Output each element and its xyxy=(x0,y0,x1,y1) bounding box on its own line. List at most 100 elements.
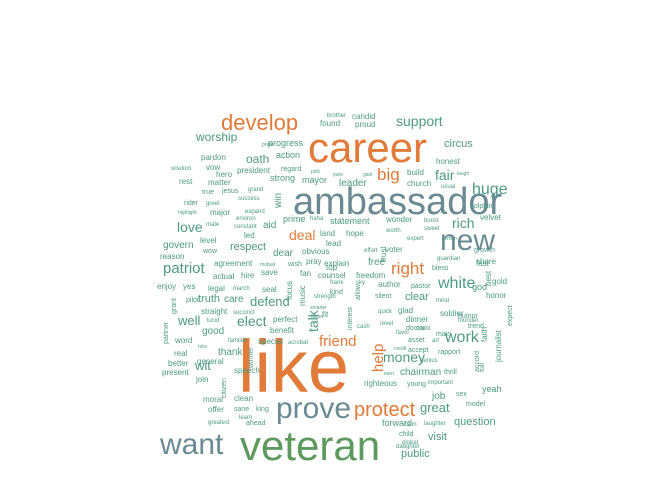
cloud-word: white xyxy=(437,275,475,292)
cloud-word: money xyxy=(383,349,425,365)
cloud-word: elect xyxy=(237,313,267,329)
cloud-word: calm xyxy=(404,422,417,428)
cloud-word: prime xyxy=(283,214,306,224)
cloud-word: want xyxy=(159,428,224,461)
cloud-word: acrobat xyxy=(288,340,308,346)
cloud-word: cash xyxy=(357,324,370,330)
cloud-word: journalist xyxy=(494,329,503,363)
cloud-word: love xyxy=(177,219,203,235)
cloud-word: young xyxy=(407,381,426,388)
cloud-word: accord xyxy=(474,351,481,372)
cloud-word: counsel xyxy=(318,271,346,280)
cloud-word: expert xyxy=(407,236,424,242)
cloud-word: main xyxy=(436,331,451,338)
cloud-word: pilot xyxy=(186,297,199,304)
cloud-word: free xyxy=(368,257,386,268)
cloud-word: asset xyxy=(408,337,425,344)
cloud-word: share xyxy=(476,257,497,266)
cloud-word: regard xyxy=(281,166,301,173)
cloud-word: led xyxy=(244,231,255,240)
cloud-word: success xyxy=(238,196,260,202)
cloud-word: earn xyxy=(384,371,394,377)
cloud-word: agreement xyxy=(214,259,253,268)
cloud-word: bless xyxy=(432,265,449,272)
cloud-word: like xyxy=(238,325,349,408)
cloud-word: environ xyxy=(236,216,256,222)
cloud-word: prefer xyxy=(262,142,275,148)
cloud-word: lucid xyxy=(207,318,219,324)
cloud-word: straight xyxy=(201,307,228,316)
cloud-word: present xyxy=(162,368,189,377)
cloud-word: moral xyxy=(203,395,223,404)
cloud-word: offer xyxy=(208,405,224,414)
cloud-word: mayor xyxy=(302,175,327,185)
cloud-word: wit xyxy=(194,358,211,373)
cloud-word: partner xyxy=(163,321,170,344)
cloud-word: respect xyxy=(230,241,266,253)
cloud-word: vow xyxy=(206,163,220,172)
cloud-word: founder xyxy=(458,318,478,324)
cloud-word: great xyxy=(420,400,450,415)
cloud-word: strong xyxy=(270,173,295,183)
cloud-word: doctor xyxy=(406,325,426,332)
cloud-word: truth xyxy=(198,293,220,305)
cloud-word: statement xyxy=(330,216,370,226)
cloud-word: march xyxy=(233,286,250,292)
cloud-word: rich xyxy=(452,215,475,231)
cloud-word: president xyxy=(237,166,271,175)
cloud-word: art xyxy=(432,338,439,344)
cloud-word: yeah xyxy=(482,384,502,394)
cloud-word: constant xyxy=(234,224,257,230)
cloud-word: govern xyxy=(163,240,194,251)
cloud-word: global xyxy=(402,440,418,446)
cloud-word: job xyxy=(431,391,446,402)
cloud-word: forward xyxy=(382,418,412,428)
cloud-word: righteous xyxy=(364,379,397,388)
cloud-word: trend xyxy=(468,323,484,330)
cloud-word: talk xyxy=(305,309,321,332)
cloud-word: prove xyxy=(276,392,351,425)
cloud-word: aid xyxy=(263,220,276,231)
cloud-word: well xyxy=(177,313,201,328)
cloud-word: child xyxy=(399,431,414,438)
cloud-word: soldier xyxy=(440,309,464,318)
cloud-word: right xyxy=(391,259,424,278)
cloud-word: laughter xyxy=(424,421,446,427)
cloud-word: reason xyxy=(160,252,184,261)
cloud-word: fit xyxy=(322,310,329,319)
cloud-word: jesus xyxy=(221,188,239,195)
cloud-word: voter xyxy=(385,245,403,254)
cloud-word: revel xyxy=(380,321,393,327)
cloud-word: accept xyxy=(408,347,429,354)
cloud-word: general xyxy=(197,357,224,366)
cloud-word: big xyxy=(377,165,400,184)
cloud-word: rider xyxy=(184,200,199,207)
cloud-word: highlight xyxy=(178,210,197,216)
cloud-word: obvious xyxy=(302,247,330,256)
cloud-word: sane xyxy=(234,406,249,413)
cloud-word: sex xyxy=(456,391,467,398)
cloud-word: oath xyxy=(246,152,269,166)
cloud-word: lead xyxy=(326,239,341,248)
cloud-word: actual xyxy=(213,272,235,281)
cloud-word: count xyxy=(416,326,431,332)
cloud-word: genius xyxy=(420,358,438,364)
cloud-word: real xyxy=(174,349,188,358)
cloud-word: pray xyxy=(306,257,322,266)
cloud-word: pick xyxy=(311,169,320,175)
cloud-word: perfect xyxy=(273,315,298,324)
cloud-word: true xyxy=(202,189,214,196)
cloud-word: honor xyxy=(486,291,507,300)
cloud-word: work xyxy=(444,329,480,346)
cloud-word: church xyxy=(407,179,431,188)
cloud-word: faster xyxy=(311,314,324,320)
cloud-word: author xyxy=(378,280,401,289)
cloud-word: special xyxy=(258,337,283,346)
cloud-word: fair xyxy=(435,167,455,183)
cloud-word: ambassador xyxy=(293,181,502,223)
cloud-word: yes xyxy=(183,282,195,291)
cloud-word: god xyxy=(472,282,487,292)
cloud-word: sweet xyxy=(424,226,440,232)
cloud-word: public xyxy=(401,448,430,460)
